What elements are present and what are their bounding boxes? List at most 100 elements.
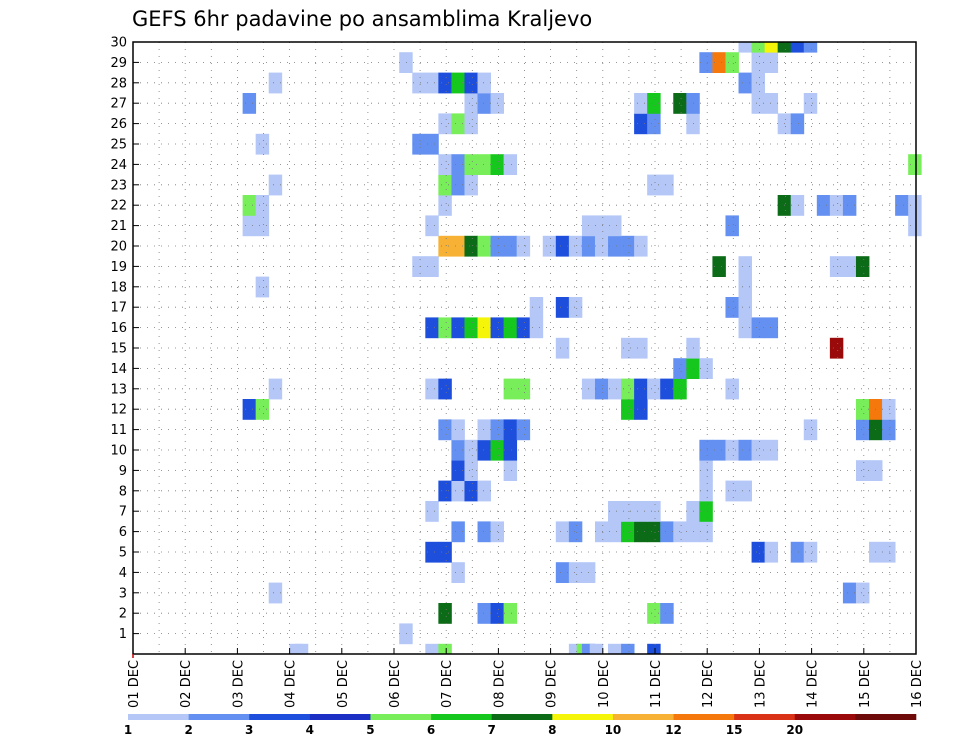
heatmap-cell — [438, 154, 452, 175]
heatmap-cell — [255, 276, 270, 298]
heatmap-cell — [764, 42, 779, 53]
heatmap-cell — [477, 93, 491, 114]
heatmap-cell — [555, 297, 570, 318]
colorbar-label: 10 — [605, 723, 622, 737]
heatmap-cell — [882, 419, 896, 441]
colorbar-label: 3 — [245, 723, 253, 737]
heatmap-cell — [425, 256, 439, 277]
y-tick-label: 25 — [110, 138, 127, 153]
heatmap-cell — [268, 378, 283, 400]
heatmap-cell — [503, 439, 518, 461]
heatmap-cell — [608, 235, 622, 257]
heatmap-cell — [725, 480, 739, 502]
heatmap-cell — [255, 215, 270, 237]
heatmap-cell — [451, 439, 465, 461]
heatmap-cell — [438, 235, 452, 257]
heatmap-cell — [660, 603, 674, 624]
heatmap-cell — [425, 378, 439, 400]
y-tick-label: 23 — [110, 178, 127, 193]
y-tick-label: 11 — [110, 423, 127, 438]
heatmap-cell — [660, 521, 674, 543]
colorbar-swatch — [491, 714, 553, 720]
heatmap-cell — [451, 174, 465, 196]
heatmap-cell — [725, 52, 739, 73]
heatmap-cell — [634, 378, 648, 400]
heatmap-cell — [589, 643, 604, 655]
heatmap-cell — [477, 235, 491, 257]
heatmap-cell — [738, 439, 752, 461]
y-tick-label: 5 — [119, 546, 127, 561]
heatmap-cell — [412, 256, 426, 277]
heatmap-cell — [464, 480, 478, 502]
heatmap-cell — [503, 460, 518, 481]
x-tick-label: 06 DEC — [388, 660, 403, 708]
colorbar-label: 20 — [786, 723, 803, 737]
heatmap-cell — [634, 235, 648, 257]
heatmap-cell — [542, 235, 557, 257]
heatmap-cell — [464, 174, 478, 196]
colorbar-swatch — [431, 714, 492, 720]
heatmap-cell — [764, 541, 779, 563]
heatmap-cell — [621, 521, 635, 543]
heatmap-cell — [594, 521, 609, 543]
heatmap-cell — [764, 93, 779, 114]
heatmap-cell — [451, 480, 465, 502]
heatmap-cell — [412, 72, 426, 94]
heatmap-cell — [451, 235, 465, 257]
y-tick-label: 7 — [119, 505, 127, 520]
heatmap-cell — [738, 317, 752, 339]
heatmap-cell — [464, 93, 478, 114]
heatmap-cell — [425, 133, 439, 155]
heatmap-cell — [477, 439, 491, 461]
y-tick-label: 21 — [110, 219, 127, 234]
y-tick-label: 2 — [119, 607, 127, 622]
heatmap-cell — [634, 93, 648, 114]
y-tick-label: 19 — [110, 260, 127, 275]
heatmap-cell — [464, 317, 478, 339]
colorbar-label: 15 — [726, 723, 743, 737]
heatmap-cell — [621, 337, 635, 359]
heatmap-cell — [725, 378, 739, 400]
heatmap-cell — [647, 113, 661, 135]
heatmap-cell — [438, 72, 452, 94]
heatmap-cell — [464, 460, 478, 481]
heatmap-cell — [568, 297, 583, 318]
x-tick-label: 07 DEC — [440, 660, 455, 708]
heatmap-cell — [908, 195, 922, 216]
heatmap-cell — [855, 460, 870, 481]
heatmap-cell — [568, 521, 583, 543]
heatmap-cell — [699, 460, 713, 481]
heatmap-cell — [438, 603, 452, 624]
y-tick-label: 29 — [110, 56, 127, 71]
y-tick-label: 26 — [110, 117, 127, 132]
heatmap-cell — [751, 541, 766, 563]
heatmap-cell — [268, 72, 283, 94]
heatmap-cell — [425, 317, 439, 339]
heatmap-cell — [477, 419, 491, 441]
heatmap-cell — [882, 399, 896, 420]
heatmap-cell — [255, 399, 270, 420]
heatmap-cell — [399, 52, 413, 73]
colorbar-label: 12 — [665, 723, 682, 737]
heatmap-cell — [464, 154, 478, 175]
heatmap-cell — [634, 113, 648, 135]
x-tick-label: 12 DEC — [701, 660, 716, 708]
heatmap-cell — [438, 317, 452, 339]
heatmap-cell — [477, 72, 491, 94]
heatmap-cell — [503, 419, 518, 441]
heatmap-cell — [882, 541, 896, 563]
colorbar-label: 6 — [427, 723, 435, 737]
heatmap-cell — [568, 235, 583, 257]
heatmap-cell — [555, 521, 570, 543]
heatmap-cell — [399, 623, 413, 645]
heatmap-cell — [608, 501, 622, 522]
heatmap-cell — [738, 72, 752, 94]
heatmap-cell — [816, 195, 831, 216]
heatmap-cell — [438, 480, 452, 502]
heatmap-cell — [608, 521, 622, 543]
y-tick-label: 18 — [110, 280, 127, 295]
colorbar-swatch — [370, 714, 432, 720]
colorbar-swatch — [309, 714, 371, 720]
heatmap-cell — [516, 419, 531, 441]
